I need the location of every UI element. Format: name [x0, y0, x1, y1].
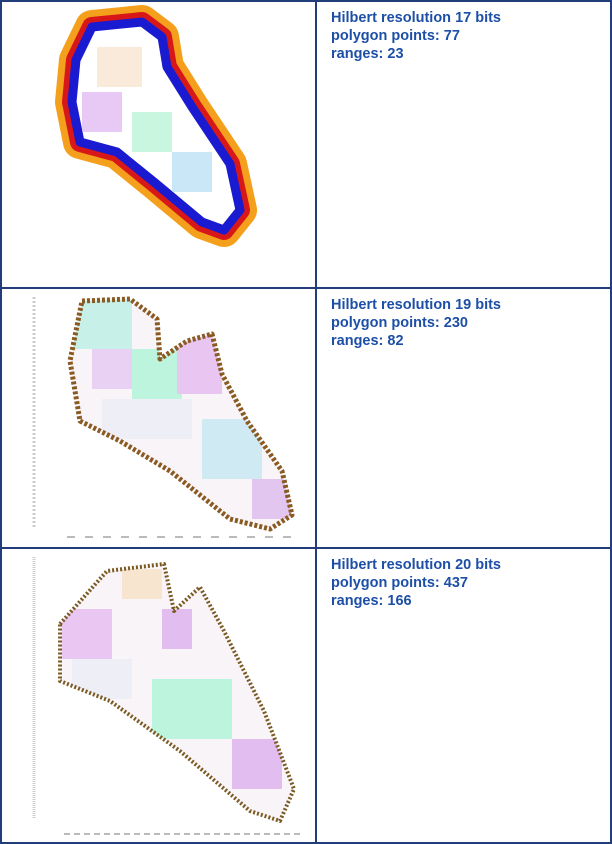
page: Hilbert resolution 17 bits polygon point…: [0, 0, 612, 842]
info-line: Hilbert resolution 19 bits: [331, 296, 610, 314]
info-cell: Hilbert resolution 20 bits polygon point…: [316, 548, 611, 843]
image-cell: [1, 548, 316, 843]
table-row: Hilbert resolution 20 bits polygon point…: [1, 548, 611, 843]
info-cell: Hilbert resolution 19 bits polygon point…: [316, 288, 611, 548]
info-cell: Hilbert resolution 17 bits polygon point…: [316, 1, 611, 288]
info-line: Hilbert resolution 20 bits: [331, 556, 610, 574]
info-line: ranges: 166: [331, 592, 610, 610]
info-line: polygon points: 437: [331, 574, 610, 592]
info-line: ranges: 82: [331, 332, 610, 350]
info-line: polygon points: 230: [331, 314, 610, 332]
image-cell: [1, 1, 316, 288]
hilbert-image: [2, 549, 315, 842]
hilbert-image: [2, 2, 315, 287]
info-line: polygon points: 77: [331, 27, 610, 45]
info-line: ranges: 23: [331, 45, 610, 63]
hilbert-image: [2, 289, 315, 547]
info-line: Hilbert resolution 17 bits: [331, 9, 610, 27]
results-table: Hilbert resolution 17 bits polygon point…: [0, 0, 612, 844]
table-row: Hilbert resolution 19 bits polygon point…: [1, 288, 611, 548]
image-cell: [1, 288, 316, 548]
table-row: Hilbert resolution 17 bits polygon point…: [1, 1, 611, 288]
